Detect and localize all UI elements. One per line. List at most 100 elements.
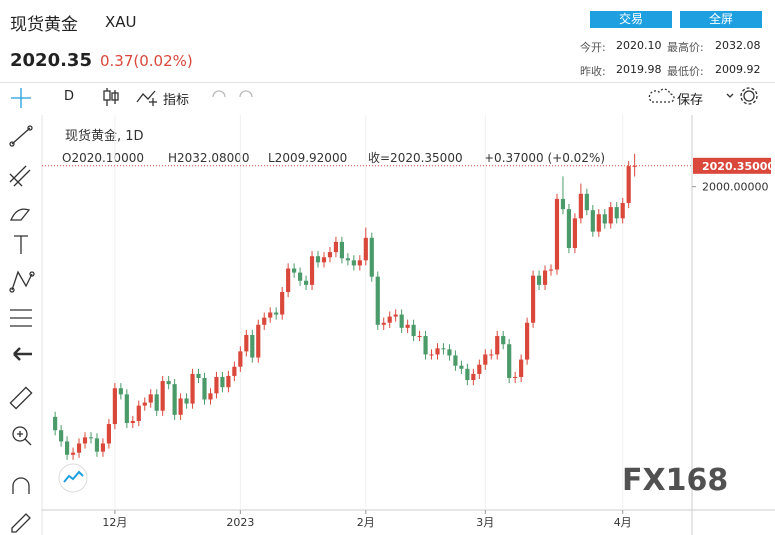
candle-body	[495, 336, 500, 355]
candle-body	[303, 280, 309, 285]
candle-body	[196, 373, 201, 378]
candle-body	[399, 314, 404, 328]
candle-body	[82, 437, 88, 444]
candle-body	[59, 430, 64, 442]
x-tick-label: 12月	[102, 516, 127, 529]
candle-body	[375, 276, 380, 325]
candle-body	[244, 335, 249, 352]
candle-body	[417, 336, 422, 338]
candle-body	[345, 258, 350, 261]
candle-body	[166, 381, 171, 385]
candle-body	[530, 275, 536, 323]
candle-body	[178, 398, 183, 415]
candle-body	[136, 405, 141, 421]
x-tick-label: 3月	[476, 516, 494, 529]
stat-value: 2019.98	[616, 63, 662, 76]
y-tick-label: 2000.00000	[702, 181, 768, 194]
candle-body	[435, 348, 440, 355]
watermark: FX168	[622, 463, 728, 498]
candle-body	[112, 388, 117, 425]
candle-body	[160, 381, 165, 411]
candle-body	[357, 260, 362, 266]
candle-body	[542, 270, 548, 285]
candle-body	[471, 373, 476, 381]
divider	[0, 82, 775, 83]
candle-body	[172, 384, 177, 415]
candle-body	[525, 322, 530, 360]
stat-label: 昨收:	[580, 65, 606, 78]
indicators[interactable]: 指标	[163, 93, 190, 108]
x-tick-label: 2023	[226, 516, 254, 529]
candle-body	[286, 268, 291, 293]
candle-body	[465, 368, 470, 381]
candle-body	[208, 393, 213, 400]
candle-body	[566, 209, 572, 249]
stat-label: 今开:	[580, 41, 606, 54]
candle-body	[88, 437, 94, 439]
candle-body	[626, 166, 631, 204]
left-toolbar	[9, 88, 35, 533]
candle-body	[584, 193, 589, 211]
candle-body	[148, 394, 153, 403]
legend-low: L2009.92000	[268, 151, 347, 165]
candle-body	[232, 366, 237, 376]
stat-value: 2020.10	[616, 39, 662, 52]
candle-body	[620, 203, 625, 219]
price-label-box	[693, 157, 771, 174]
toolbar-icons	[103, 87, 758, 106]
candle-body	[94, 438, 100, 452]
candle-body	[477, 364, 482, 374]
candle-body	[190, 373, 195, 404]
candle-body	[411, 324, 416, 337]
candle-body	[268, 312, 273, 318]
save[interactable]: 保存	[677, 93, 704, 108]
candle-body	[106, 424, 112, 444]
candle-body	[154, 394, 159, 411]
candle-body	[614, 207, 619, 219]
candle-body	[507, 344, 512, 378]
price-label: 2020.35000	[702, 160, 775, 173]
candle-body	[280, 292, 285, 315]
legend-change: +0.37000 (+0.02%)	[484, 151, 605, 165]
x-tick-label: 2月	[357, 516, 375, 529]
candle-body	[53, 416, 58, 431]
candle-body	[309, 256, 315, 285]
candle-body	[423, 336, 428, 355]
candle-body	[202, 377, 207, 400]
stat-value: 2032.08	[715, 39, 761, 52]
candle-body	[453, 355, 458, 366]
candle-body	[100, 443, 106, 452]
candle-body	[602, 214, 607, 224]
trade-button[interactable]: 交易	[590, 11, 672, 28]
candle-body	[351, 260, 356, 266]
candle-body	[327, 252, 333, 258]
candle-body	[548, 269, 554, 271]
candle-body	[70, 452, 76, 455]
candle-body	[393, 314, 398, 317]
fullscreen-button[interactable]: 全屏	[680, 11, 762, 28]
candle-body	[536, 275, 542, 285]
interval[interactable]: D	[64, 89, 75, 104]
candle-body	[250, 335, 255, 358]
candle-body	[441, 348, 446, 350]
candle-body	[333, 241, 339, 253]
candle-body	[315, 256, 321, 263]
candle-body	[369, 237, 374, 277]
symbol: XAU	[105, 13, 137, 31]
candle-body	[405, 324, 410, 328]
stat-label: 最高价:	[667, 41, 704, 54]
candle-body	[572, 218, 577, 249]
stat-value: 2009.92	[715, 63, 761, 76]
candle-body	[608, 207, 613, 224]
candle-body	[297, 272, 303, 281]
candle-body	[292, 268, 297, 273]
candle-body	[387, 316, 392, 323]
candle-body	[124, 394, 129, 424]
candle-body	[321, 257, 327, 263]
candle-body	[256, 324, 261, 358]
candle-body	[184, 398, 189, 404]
candle-body	[274, 312, 279, 315]
candle-body	[560, 198, 566, 210]
